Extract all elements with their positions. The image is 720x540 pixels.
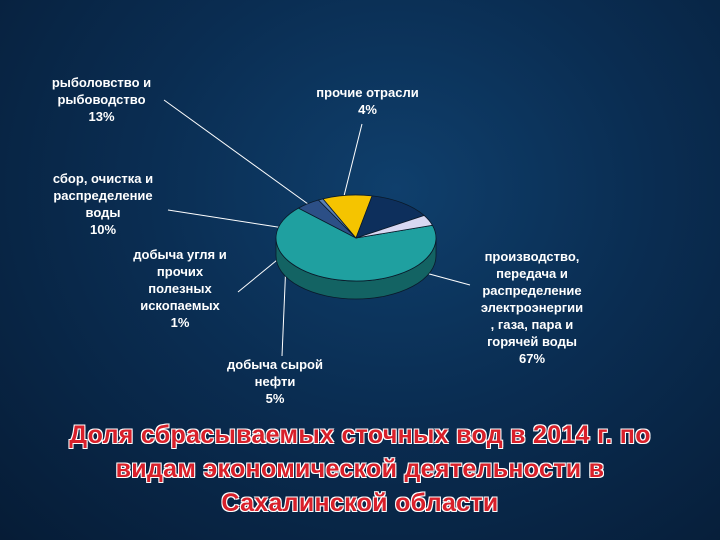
slice-label-добыча-угля-и: добыча угля и прочих полезных ископаемых… [133,247,227,330]
slice-label-прочие-отрасли: прочие отрасли 4% [316,85,419,117]
leader-line-рыболовство-и [163,99,309,205]
leader-line-добыча-угля-и [237,255,283,293]
pie-slice-прочие-отрасли [355,215,434,239]
slice-label-сбор-очистка-и: сбор, очистка и распределение воды 10% [52,171,154,237]
leader-line-сбор-очистка-и [167,209,285,229]
pie-slice-рыболовство-и [355,195,425,239]
pie-slice-производство [275,207,437,282]
slice-label-добыча-сырой: добыча сырой нефти 5% [227,357,323,406]
leader-lines [163,99,471,357]
slide-title: Доля сбрасываемых сточных вод в 2014 г. … [69,421,651,517]
slice-label-производство: производство, передача и распределение э… [480,249,584,366]
slice-label-рыболовство-и: рыболовство и рыбоводство 13% [51,75,152,124]
leader-line-прочие-отрасли [343,123,363,197]
leader-line-производство [421,271,471,286]
leader-line-добыча-сырой [281,261,287,357]
pie-slices [275,194,437,282]
